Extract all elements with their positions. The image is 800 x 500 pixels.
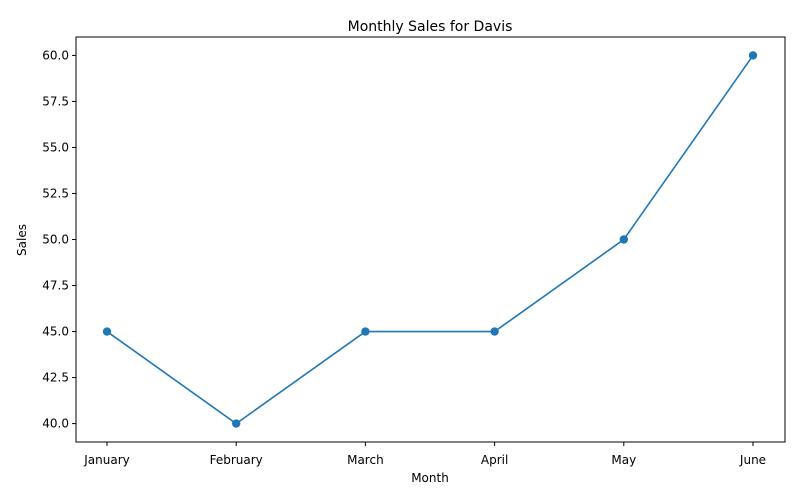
x-tick-label: January (83, 453, 130, 467)
y-tick-label: 42.5 (42, 371, 69, 385)
y-tick-label: 60.0 (42, 48, 69, 62)
y-axis: 40.0 42.5 45.0 47.5 50.0 52.5 55.0 57.5 60.0 (42, 48, 76, 431)
x-tick-label: February (210, 453, 263, 467)
data-point (490, 327, 499, 336)
y-tick-label: 52.5 (42, 186, 69, 200)
y-tick-label: 57.5 (42, 94, 69, 108)
y-axis-label: Sales (15, 224, 29, 256)
data-point (748, 51, 758, 60)
series-line (106, 54, 754, 425)
data-point (232, 419, 241, 428)
chart-title: Monthly Sales for Davis (348, 19, 513, 35)
y-tick-label: 47.5 (42, 279, 69, 293)
x-axis-label: Month (411, 471, 449, 485)
plot-area (75, 36, 786, 443)
x-axis: January February March April May June (83, 442, 766, 467)
series-group (102, 51, 758, 428)
data-point (619, 235, 628, 244)
data-point (102, 327, 112, 336)
x-tick-label: April (481, 453, 508, 467)
y-tick-label: 50.0 (42, 233, 69, 247)
y-tick-label: 45.0 (42, 325, 69, 339)
y-tick-label: 55.0 (42, 140, 69, 154)
x-tick-label: May (611, 453, 636, 467)
x-tick-label: June (739, 453, 766, 467)
x-tick-label: March (347, 453, 384, 467)
y-tick-label: 40.0 (42, 417, 69, 431)
data-point (361, 327, 370, 336)
